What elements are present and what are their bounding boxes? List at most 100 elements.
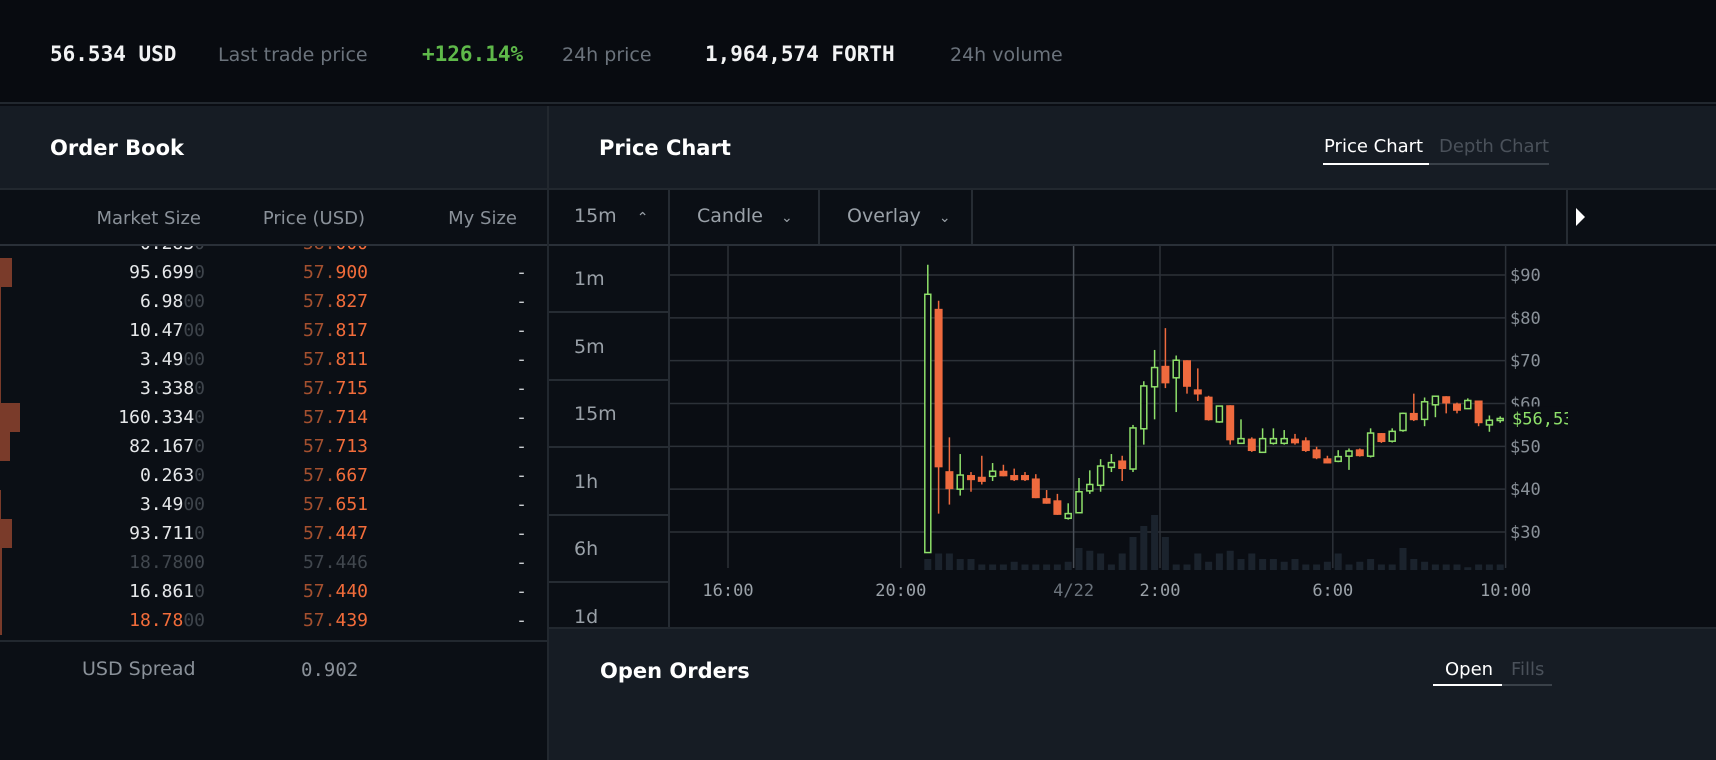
price: 57.439 — [303, 610, 368, 631]
candle-body-down — [1010, 475, 1019, 481]
candle-body-up — [1496, 417, 1504, 422]
candle-body-down — [1474, 400, 1483, 424]
chart-toolbar: 15m ⌃ Candle ⌄ Overlay ⌄ — [549, 190, 1716, 246]
col-market-size: Market Size — [96, 208, 201, 229]
overlay-value: Overlay — [847, 205, 921, 227]
tab-fills[interactable]: Fills — [1502, 659, 1553, 686]
size-value: 93.711 — [129, 523, 195, 544]
interval-option-1m[interactable]: 1m — [549, 246, 668, 313]
price-change-24h: +126.14% — [422, 42, 524, 66]
my-size: - — [516, 378, 527, 399]
volume-bar — [1010, 561, 1018, 570]
interval-option-1h[interactable]: 1h — [549, 449, 668, 516]
volume-bar — [1053, 564, 1061, 570]
order-book-row[interactable]: 3.4900 57.651 - — [0, 490, 547, 519]
volume-bar — [945, 553, 953, 570]
volume-bar — [1237, 559, 1245, 570]
order-book-row[interactable]: 95.6990 57.900 - — [0, 258, 547, 287]
last-trade-price-label: Last trade price — [218, 44, 368, 66]
volume-bar — [1118, 553, 1126, 570]
my-size: - — [516, 246, 527, 254]
candle-body-up — [1388, 430, 1396, 442]
volume-bar — [978, 564, 986, 570]
order-book-row[interactable]: 16.8610 57.440 - — [0, 577, 547, 606]
candle-body-up — [1129, 427, 1137, 470]
depth-bar — [0, 316, 2, 345]
my-size: - — [516, 523, 527, 544]
my-size: - — [516, 349, 527, 370]
volume-bar — [989, 564, 997, 570]
order-book-row[interactable]: 3.3380 57.715 - — [0, 374, 547, 403]
volume-bar — [1302, 564, 1310, 570]
price-int: 57. — [302, 494, 336, 515]
interval-option-5m[interactable]: 5m — [549, 314, 668, 381]
size-value: 3.338 — [139, 378, 195, 399]
order-book-row[interactable]: 82.1670 57.713 - — [0, 432, 547, 461]
tab-open[interactable]: Open — [1433, 659, 1504, 686]
candle-body-up — [1075, 490, 1083, 514]
my-size: - — [516, 320, 527, 341]
order-book-row[interactable]: 0.2630 57.667 - — [0, 461, 547, 490]
price: 57.651 — [303, 494, 368, 515]
order-book-row[interactable]: 93.7110 57.447 - — [0, 519, 547, 548]
volume-bar — [1172, 564, 1180, 570]
x-tick-label: 4/22 — [1053, 581, 1094, 601]
market-size: 3.3380 — [140, 378, 205, 399]
interval-dropdown[interactable]: 15m ⌃ — [549, 190, 670, 244]
my-size: - — [516, 436, 527, 457]
price-int: 57. — [302, 291, 336, 312]
price: 57.447 — [303, 523, 368, 544]
play-icon[interactable] — [1576, 208, 1585, 226]
candle-body-up — [1064, 512, 1072, 520]
interval-option-6h[interactable]: 6h — [549, 516, 668, 583]
order-book-rows[interactable]: 0.2830 58.000 - 95.6990 57.900 - 6.9800 … — [0, 246, 547, 640]
price: 57.715 — [303, 378, 368, 399]
size-value: 16.861 — [129, 581, 195, 602]
volume-bar — [1377, 564, 1385, 570]
chart-type-dropdown[interactable]: Candle ⌄ — [670, 190, 820, 244]
order-book-row[interactable]: 18.7800 57.446 - — [0, 548, 547, 577]
volume-bar — [1323, 561, 1331, 570]
y-tick-label: $30 — [1510, 523, 1541, 543]
candle-body-down — [1312, 449, 1321, 459]
order-book-row[interactable]: 6.9800 57.827 - — [0, 287, 547, 316]
market-size: 6.9800 — [140, 291, 205, 312]
market-size: 93.7110 — [129, 523, 205, 544]
price-int: 57. — [302, 552, 336, 573]
interval-option-1d[interactable]: 1d — [574, 605, 599, 628]
my-size: - — [516, 494, 527, 515]
price-chart[interactable]: $90 $80 $70 $60 $50 $40 $30 16:00 20:00 4/22 2:00 6… — [670, 246, 1568, 627]
price-int: 57. — [302, 349, 336, 370]
price: 58.000 — [303, 246, 368, 254]
volume-bar — [1453, 564, 1461, 570]
order-book-row[interactable]: 160.3340 57.714 - — [0, 403, 547, 432]
order-book-header: Order Book — [0, 106, 547, 190]
my-size: - — [516, 552, 527, 573]
candle-body-down — [1377, 433, 1386, 443]
price-dec: 440 — [335, 581, 368, 602]
market-size: 160.3340 — [118, 407, 205, 428]
size-padding: 00 — [183, 494, 205, 515]
market-size: 16.8610 — [129, 581, 205, 602]
order-book-row[interactable]: 10.4700 57.817 - — [0, 316, 547, 345]
tab-depth-chart[interactable]: Depth Chart — [1429, 136, 1550, 165]
volume-bar — [1259, 559, 1267, 570]
y-tick-label: $70 — [1510, 352, 1541, 372]
volume-bar — [1496, 564, 1504, 570]
interval-option-15m[interactable]: 15m — [549, 381, 668, 448]
price-dec: 446 — [335, 552, 368, 573]
size-value: 3.49 — [139, 494, 184, 515]
chevron-up-icon: ⌃ — [636, 210, 649, 226]
overlay-dropdown[interactable]: Overlay ⌄ — [820, 190, 973, 244]
order-book-row[interactable]: 18.7800 57.439 - — [0, 606, 547, 635]
order-book-row[interactable]: 0.2830 58.000 - — [0, 246, 547, 258]
interval-menu: 1m 5m 15m 1h 6h 1d — [549, 246, 670, 651]
order-book-row[interactable]: 3.4900 57.811 - — [0, 345, 547, 374]
tab-price-chart[interactable]: Price Chart — [1323, 136, 1432, 165]
volume-bar — [999, 564, 1007, 570]
candle-body-down — [967, 475, 975, 481]
order-book-columns: Market Size Price (USD) My Size — [0, 190, 547, 246]
size-value: 18.78 — [129, 610, 184, 631]
price-dec: 713 — [335, 436, 368, 457]
